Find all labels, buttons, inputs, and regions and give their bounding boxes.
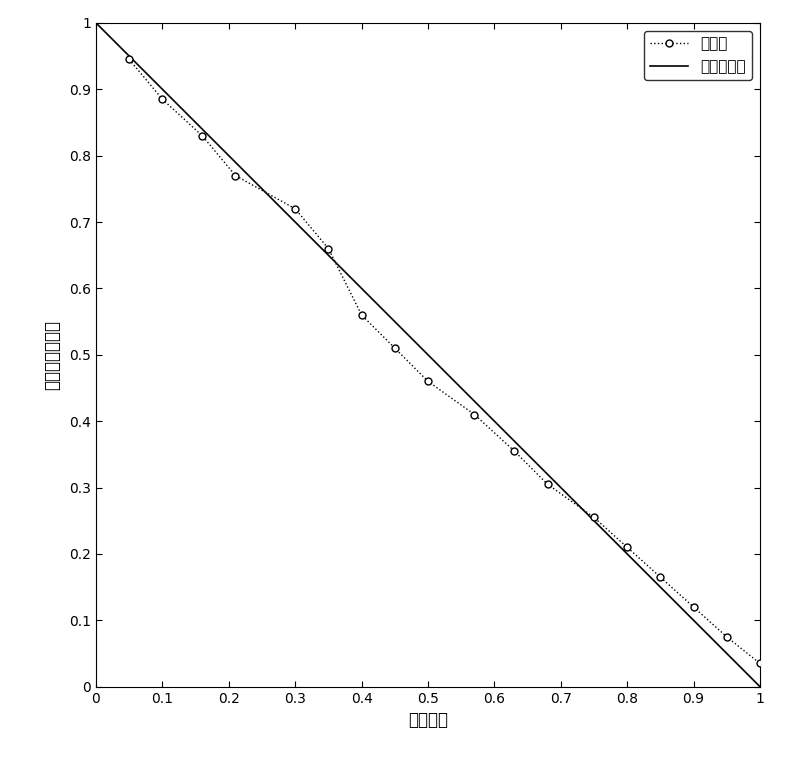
Y-axis label: 归一化的电阻値: 归一化的电阻値 bbox=[43, 320, 61, 390]
测量値 bbox=[124, 55, 134, 64]
测量値 bbox=[423, 377, 433, 386]
测量値 bbox=[589, 513, 598, 522]
测量値 bbox=[542, 480, 552, 489]
测量値 bbox=[158, 95, 167, 104]
测量値 bbox=[656, 572, 666, 581]
Legend: 测量値, 线性拟合値: 测量値, 线性拟合値 bbox=[644, 31, 752, 80]
测量値 bbox=[290, 204, 300, 214]
测量値 bbox=[357, 311, 366, 320]
测量値 bbox=[390, 343, 400, 353]
测量値 bbox=[230, 171, 240, 180]
测量値 bbox=[689, 603, 698, 612]
测量値 bbox=[622, 542, 632, 552]
测量値 bbox=[755, 659, 765, 668]
测量値 bbox=[470, 410, 479, 419]
Line: 测量値: 测量値 bbox=[126, 56, 763, 667]
测量値 bbox=[722, 633, 731, 642]
X-axis label: 液相含率: 液相含率 bbox=[408, 711, 448, 729]
测量値 bbox=[510, 446, 519, 456]
测量値 bbox=[198, 131, 207, 140]
测量値 bbox=[323, 244, 333, 253]
